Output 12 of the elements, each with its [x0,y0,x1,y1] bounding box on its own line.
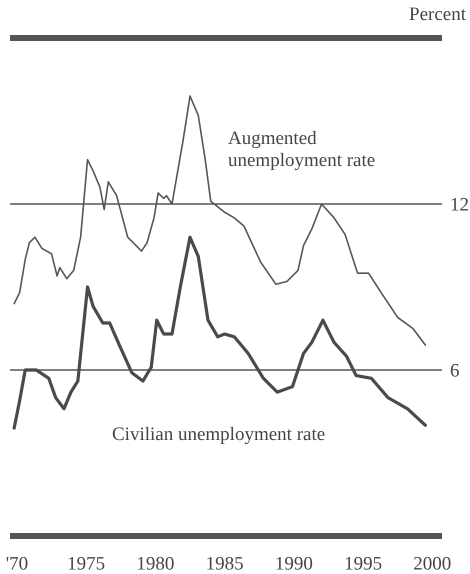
series-label: Augmented unemployment rate [228,128,376,172]
x-tick-label: 1995 [344,553,382,574]
x-tick-label: 1990 [274,553,313,574]
y-tick-label: 12 [450,194,469,216]
x-tick-label: 2000 [413,553,452,574]
x-tick-label: '70 [6,553,28,574]
x-tick-label: 1980 [136,553,174,574]
y-tick-label: 6 [450,360,460,382]
x-tick-label: 1975 [67,553,106,574]
text: Civilian unemployment rate [112,424,326,446]
x-tick-label: 1985 [206,553,244,574]
y-axis-title: Percent [409,4,466,26]
